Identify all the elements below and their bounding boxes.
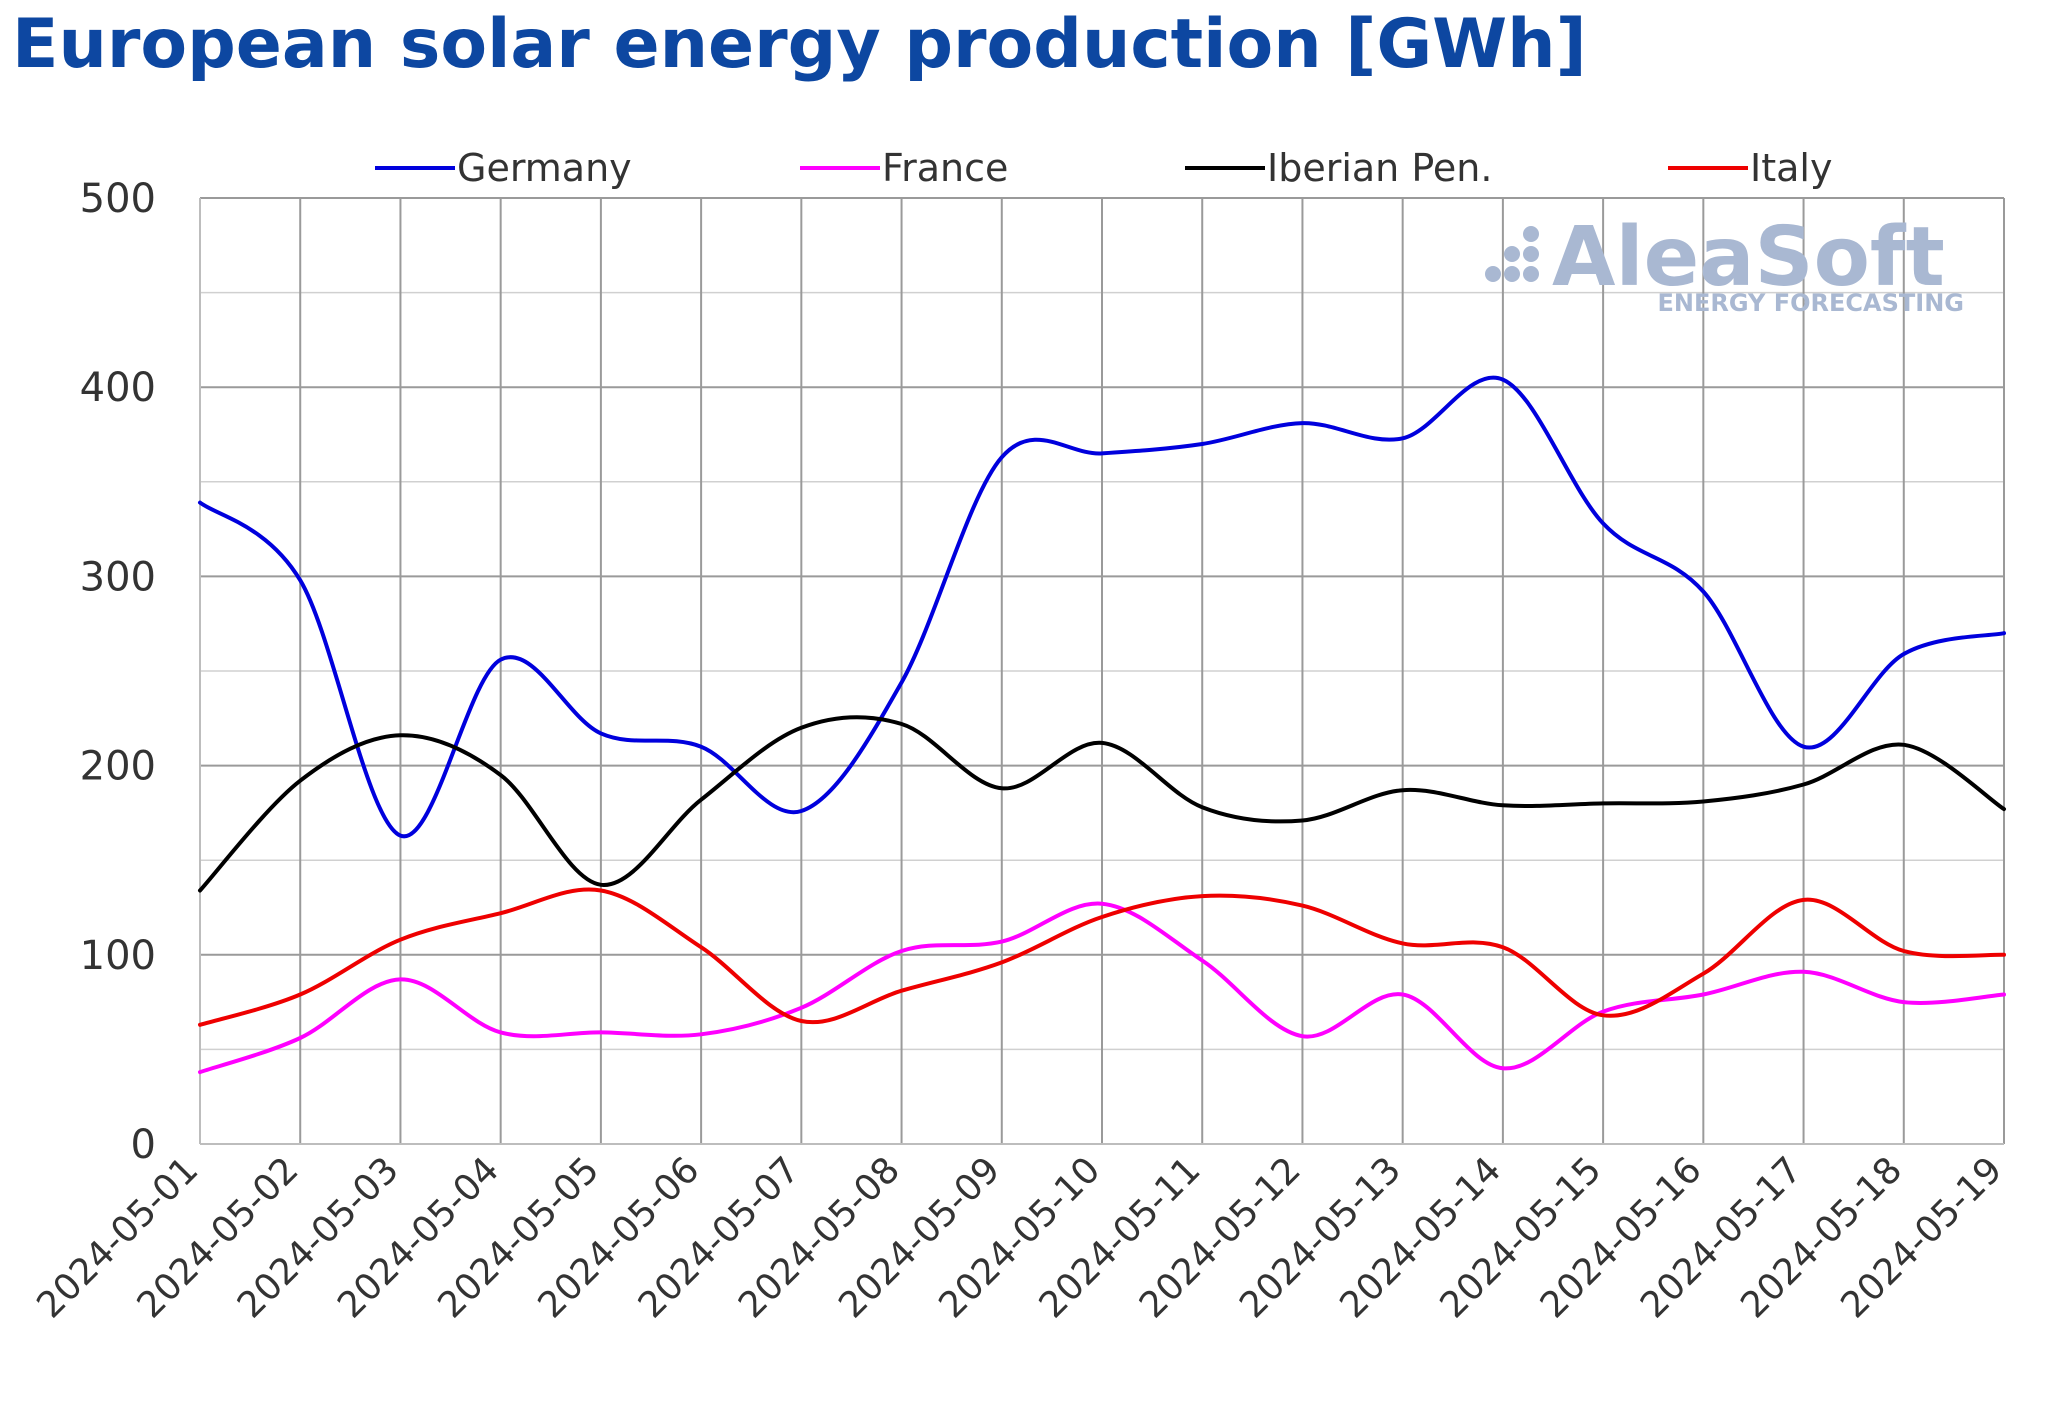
- series-line-italy: [198, 887, 2006, 1027]
- y-tick-label: 100: [80, 933, 156, 979]
- y-tick-label: 400: [80, 365, 156, 411]
- legend-label: Italy: [1750, 146, 1832, 190]
- chart-title: European solar energy production [GWh]: [12, 5, 1587, 84]
- y-tick-label: 300: [80, 554, 156, 600]
- series-line-france: [198, 901, 2006, 1075]
- legend-label: France: [882, 146, 1008, 190]
- y-tick-label: 0: [131, 1122, 156, 1168]
- aleasoft-logo: AleaSoft ENERGY FORECASTING: [1485, 210, 1964, 317]
- axes: 01002003004005002024-05-012024-05-022024…: [29, 176, 2010, 1326]
- y-tick-label: 500: [80, 176, 156, 222]
- legend: Germany France Iberian Pen. Italy: [375, 146, 1832, 190]
- logo-name: AleaSoft: [1552, 210, 1945, 305]
- series-line-iberian-pen: [198, 715, 2006, 893]
- legend-label: Iberian Pen.: [1267, 146, 1492, 190]
- grid: [199, 197, 2005, 1145]
- series: [198, 375, 2006, 1075]
- logo-dots-icon: [1485, 226, 1539, 282]
- y-tick-label: 200: [80, 744, 156, 790]
- series-line-germany: [198, 375, 2006, 838]
- legend-label: Germany: [457, 146, 632, 190]
- logo-tagline: ENERGY FORECASTING: [1658, 289, 1965, 317]
